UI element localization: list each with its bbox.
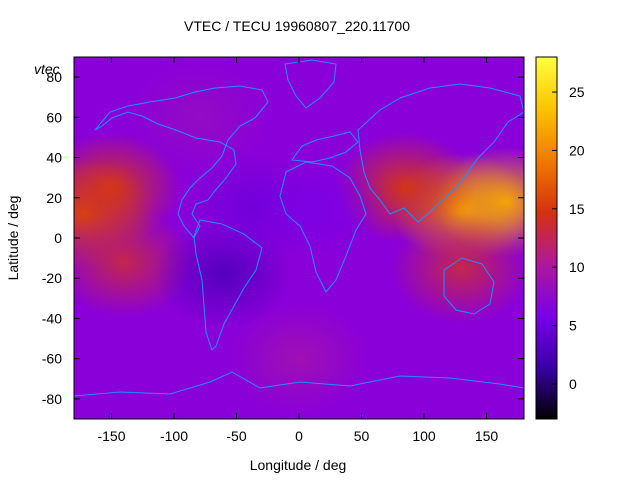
- chart-title: VTEC / TECU 19960807_220.11700: [184, 18, 410, 34]
- x-axis-label: Longitude / deg: [250, 457, 347, 473]
- x-tick-label: -50: [226, 428, 246, 444]
- coast-eurasia: [357, 83, 524, 223]
- heat-feature: [247, 152, 388, 263]
- heat-feature: [391, 213, 524, 324]
- coast-north-america: [94, 85, 269, 239]
- x-tick-label: -150: [97, 428, 125, 444]
- colorbar-tick-label: 20: [569, 142, 585, 158]
- coast-greenland: [284, 59, 337, 109]
- y-tick-label: 80: [46, 69, 62, 85]
- y-tick-label: 60: [46, 109, 62, 125]
- colorbar-tick-label: 25: [569, 84, 585, 100]
- x-tick-label: 0: [295, 428, 303, 444]
- colorbar: [535, 56, 558, 420]
- colorbar-tick-label: 15: [569, 201, 585, 217]
- coast-africa: [279, 161, 367, 293]
- x-tick-label: 150: [475, 428, 499, 444]
- y-tick-label: 40: [46, 150, 62, 166]
- coast-europe: [291, 131, 359, 163]
- heat-feature: [229, 303, 369, 414]
- x-tick-label: -100: [160, 428, 188, 444]
- colorbar-tick-label: 0: [569, 376, 577, 392]
- coastlines: [74, 59, 524, 397]
- coast-australia: [443, 257, 495, 315]
- legend-entry: vtec: [34, 61, 60, 77]
- y-tick-label: -80: [42, 391, 62, 407]
- plot-area: [74, 57, 524, 419]
- coast-antarctica: [74, 371, 524, 397]
- x-tick-label: 50: [354, 428, 370, 444]
- x-axis: -150 -100 -50 0 50 100 150: [97, 57, 498, 444]
- coast-south-america: [193, 219, 263, 351]
- colorbar-axis: 0 5 10 15 20 25: [552, 84, 585, 392]
- y-tick-label: -40: [42, 310, 62, 326]
- y-tick-label: 20: [46, 190, 62, 206]
- colorbar-tick-label: 5: [569, 318, 577, 334]
- heatmap-layer: [74, 62, 524, 414]
- colorbar-tick-label: 10: [569, 259, 585, 275]
- y-axis: -80 -60 -40 -20 0 20 40 60 80: [42, 69, 524, 407]
- y-tick-label: 0: [54, 230, 62, 246]
- y-axis-label: Latitude / deg: [5, 196, 21, 281]
- y-tick-label: -60: [42, 351, 62, 367]
- x-tick-label: 100: [412, 428, 436, 444]
- y-tick-label: -20: [42, 270, 62, 286]
- heat-feature: [129, 62, 269, 173]
